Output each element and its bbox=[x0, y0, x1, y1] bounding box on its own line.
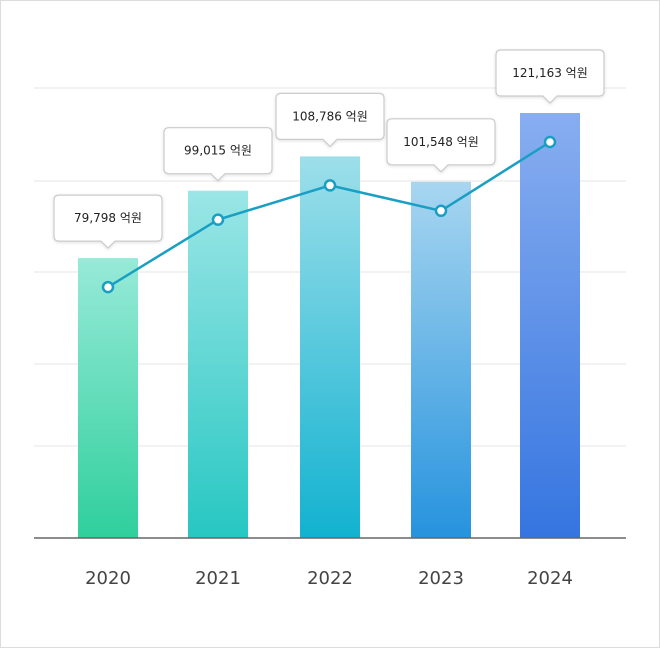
data-label: 121,163 억원 bbox=[512, 66, 588, 80]
line-point-2024 bbox=[543, 135, 557, 149]
callout-2022: 108,786 억원 bbox=[275, 92, 385, 148]
data-label: 108,786 억원 bbox=[292, 109, 368, 123]
bar-2021 bbox=[188, 190, 248, 538]
bar-2023 bbox=[411, 181, 471, 539]
callout-box bbox=[386, 118, 496, 173]
callout-2024: 121,163 억원 bbox=[495, 49, 605, 104]
line-point-2023 bbox=[434, 204, 448, 218]
x-tick-label: 2023 bbox=[418, 568, 464, 589]
x-tick-label: 2024 bbox=[527, 568, 573, 589]
callout-box bbox=[495, 49, 605, 104]
callout-2020: 79,798 억원 bbox=[53, 194, 163, 249]
line-point-2020 bbox=[101, 280, 115, 294]
callout-box bbox=[163, 127, 273, 182]
bar-2024 bbox=[520, 112, 580, 539]
bar-2022 bbox=[300, 156, 360, 539]
data-label: 79,798 억원 bbox=[74, 211, 142, 225]
bar-2020 bbox=[78, 258, 138, 538]
x-tick-label: 2020 bbox=[85, 568, 131, 589]
bars bbox=[78, 112, 580, 539]
callout-2023: 101,548 억원 bbox=[386, 118, 496, 173]
trend-line-layer bbox=[101, 135, 557, 294]
callout-2021: 99,015 억원 bbox=[163, 127, 273, 182]
x-tick-label: 2021 bbox=[195, 568, 241, 589]
data-label: 99,015 억원 bbox=[184, 144, 252, 158]
x-tick-label: 2022 bbox=[307, 568, 353, 589]
callout-box bbox=[275, 92, 385, 148]
data-label-callouts: 79,798 억원 99,015 억원 108,786 억원 101,548 억원 12… bbox=[53, 49, 605, 249]
line-point-2022 bbox=[323, 179, 337, 192]
data-label: 101,548 억원 bbox=[403, 135, 479, 149]
line-point-2021 bbox=[211, 213, 225, 226]
x-axis-ticks: 2020 2021 2022 2023 2024 bbox=[85, 568, 573, 589]
callout-box bbox=[53, 194, 163, 249]
